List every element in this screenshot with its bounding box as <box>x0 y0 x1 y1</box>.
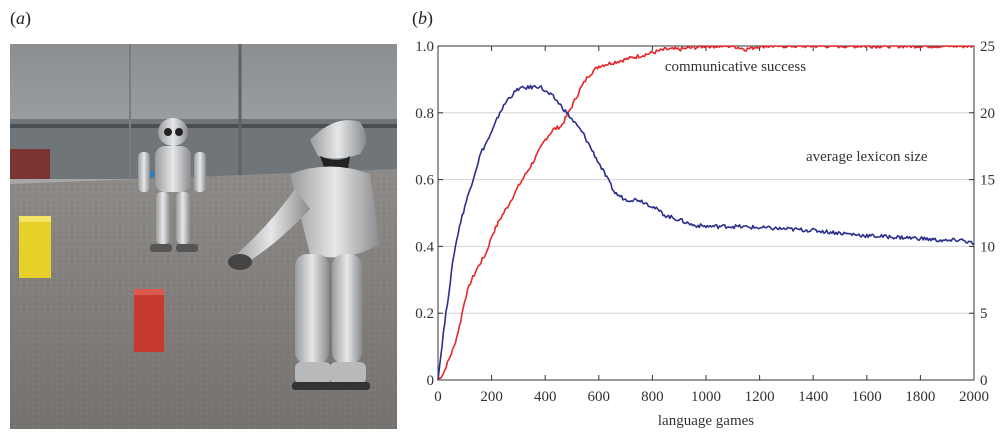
panel-a-letter: a <box>16 8 25 28</box>
y-left-tick-label: 0.2 <box>415 306 434 322</box>
y-right-tick-label: 15 <box>980 173 995 189</box>
x-tick-label: 2000 <box>959 389 989 405</box>
x-tick-label: 1800 <box>905 389 935 405</box>
annotation-label: communicative success <box>665 59 806 75</box>
x-tick-label: 800 <box>641 389 664 405</box>
x-tick-label: 1000 <box>691 389 721 405</box>
y-left-tick-label: 1.0 <box>415 39 434 55</box>
dual-axis-line-chart: 0 200 400 600 800 1000 1200 1400 1600 1800 2000 00… <box>415 39 995 429</box>
robot-photo <box>10 44 397 429</box>
y-right-tick-label: 25 <box>980 39 995 55</box>
robot-large <box>228 120 380 390</box>
x-tick-label: 400 <box>534 389 557 405</box>
x-axis-label: language games <box>658 413 754 429</box>
y-left-tick-label: 0 <box>427 373 435 389</box>
y-right-tick-label: 20 <box>980 106 995 122</box>
y-left-tick-label: 0.4 <box>415 239 434 255</box>
x-axis-ticks: 0 200 400 600 800 1000 1200 1400 1600 1800 2000 <box>434 46 989 405</box>
x-tick-label: 600 <box>588 389 611 405</box>
panel-b-label: (b) <box>412 8 433 28</box>
yellow-block <box>19 216 51 278</box>
x-tick-label: 1200 <box>745 389 775 405</box>
x-tick-label: 200 <box>480 389 503 405</box>
y-right-tick-label: 0 <box>980 373 988 389</box>
series-line-success <box>437 45 974 381</box>
grid-lines <box>438 112 974 314</box>
panel-b-letter: b <box>418 8 427 28</box>
x-tick-label: 0 <box>434 389 442 405</box>
red-block <box>134 289 164 352</box>
x-tick-label: 1400 <box>798 389 828 405</box>
series-line-lexicon <box>437 84 975 381</box>
y-axis-left-ticks: 0 0.2 0.4 0.6 0.8 1.0 <box>415 39 443 389</box>
panel-a-label: (a) <box>10 8 31 28</box>
y-left-tick-label: 0.8 <box>415 106 434 122</box>
y-right-tick-label: 5 <box>980 306 988 322</box>
series-lines <box>437 45 975 381</box>
plot-frame <box>437 45 975 381</box>
x-tick-label: 1600 <box>852 389 882 405</box>
robot-small <box>138 118 206 252</box>
y-left-tick-label: 0.6 <box>415 173 434 189</box>
annotations: communicative success average lexicon siz… <box>665 59 928 165</box>
y-axis-right-ticks: 0 5 10 15 20 25 <box>969 39 995 389</box>
robot-photo-illustration <box>10 44 397 429</box>
y-right-tick-label: 10 <box>980 239 995 255</box>
annotation-label: average lexicon size <box>806 149 928 165</box>
